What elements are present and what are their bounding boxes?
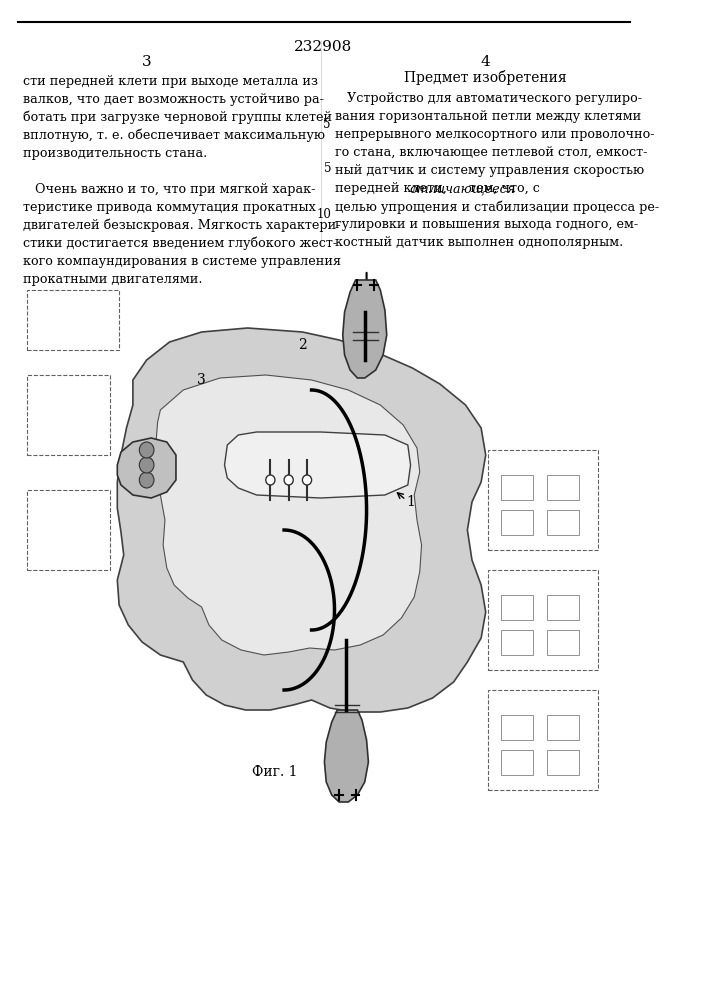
Text: теристике привода коммутация прокатных: теристике привода коммутация прокатных bbox=[23, 201, 316, 214]
Bar bbox=[28, 290, 119, 350]
Bar bbox=[488, 690, 597, 790]
Text: отличающееся: отличающееся bbox=[409, 182, 515, 195]
Text: ботать при загрузке черновой группы клетей: ботать при загрузке черновой группы клет… bbox=[23, 111, 332, 124]
Text: ный датчик и систему управления скоростью: ный датчик и систему управления скорость… bbox=[334, 164, 643, 177]
Text: производительность стана.: производительность стана. bbox=[23, 147, 207, 160]
Text: 1: 1 bbox=[406, 495, 415, 509]
Bar bbox=[488, 570, 597, 670]
Bar bbox=[501, 475, 533, 500]
Text: Очень важно и то, что при мягкой харак-: Очень важно и то, что при мягкой харак- bbox=[23, 183, 315, 196]
Text: кого компаундирования в системе управления: кого компаундирования в системе управлен… bbox=[23, 255, 341, 268]
Text: прокатными двигателями.: прокатными двигателями. bbox=[23, 273, 202, 286]
Bar bbox=[28, 375, 110, 455]
Circle shape bbox=[139, 457, 154, 473]
Text: стики достигается введением глубокого жест-: стики достигается введением глубокого же… bbox=[23, 237, 337, 250]
Polygon shape bbox=[343, 280, 387, 378]
Text: 232908: 232908 bbox=[294, 40, 353, 54]
Bar bbox=[547, 750, 579, 775]
Text: валков, что дает возможность устойчиво ра-: валков, что дает возможность устойчиво р… bbox=[23, 93, 324, 106]
Text: Предмет изобретения: Предмет изобретения bbox=[404, 70, 567, 85]
Text: 3: 3 bbox=[197, 373, 206, 387]
Text: двигателей безыскровая. Мягкость характери-: двигателей безыскровая. Мягкость характе… bbox=[23, 219, 340, 232]
Text: вплотную, т. е. обеспечивает максимальную: вплотную, т. е. обеспечивает максимальну… bbox=[23, 129, 325, 142]
Bar bbox=[547, 510, 579, 535]
Text: 4: 4 bbox=[481, 55, 491, 69]
Text: костный датчик выполнен однополярным.: костный датчик выполнен однополярным. bbox=[334, 236, 623, 249]
Bar bbox=[501, 715, 533, 740]
Circle shape bbox=[139, 442, 154, 458]
Bar bbox=[547, 475, 579, 500]
Text: 5: 5 bbox=[323, 118, 331, 131]
Circle shape bbox=[266, 475, 275, 485]
Bar bbox=[501, 630, 533, 655]
Bar bbox=[28, 490, 110, 570]
Text: Фиг. 1: Фиг. 1 bbox=[252, 765, 298, 779]
Polygon shape bbox=[117, 328, 486, 712]
Text: вания горизонтальной петли между клетями: вания горизонтальной петли между клетями bbox=[334, 110, 641, 123]
Text: непрерывного мелкосортного или проволочно-: непрерывного мелкосортного или проволочн… bbox=[334, 128, 654, 141]
Text: 2: 2 bbox=[298, 338, 307, 352]
Bar bbox=[547, 595, 579, 620]
Bar bbox=[501, 750, 533, 775]
Polygon shape bbox=[156, 375, 421, 655]
Bar bbox=[501, 510, 533, 535]
Bar bbox=[547, 715, 579, 740]
Bar bbox=[488, 450, 597, 550]
Circle shape bbox=[139, 472, 154, 488]
Circle shape bbox=[303, 475, 312, 485]
Text: 10: 10 bbox=[317, 209, 332, 222]
Text: 3: 3 bbox=[142, 55, 151, 69]
Text: тем, что, с: тем, что, с bbox=[465, 182, 540, 195]
Circle shape bbox=[284, 475, 293, 485]
Text: целью упрощения и стабилизации процесса ре-: целью упрощения и стабилизации процесса … bbox=[334, 200, 659, 214]
Bar bbox=[547, 630, 579, 655]
Polygon shape bbox=[117, 438, 176, 498]
Text: Устройство для автоматического регулиро-: Устройство для автоматического регулиро- bbox=[334, 92, 641, 105]
Polygon shape bbox=[325, 710, 368, 802]
Text: сти передней клети при выходе металла из: сти передней клети при выходе металла из bbox=[23, 75, 318, 88]
Text: 5: 5 bbox=[325, 162, 332, 175]
Text: гулировки и повышения выхода годного, ем-: гулировки и повышения выхода годного, ем… bbox=[334, 218, 638, 231]
Text: го стана, включающее петлевой стол, емкост-: го стана, включающее петлевой стол, емко… bbox=[334, 146, 647, 159]
Text: передней клети,: передней клети, bbox=[334, 182, 450, 195]
Bar bbox=[501, 595, 533, 620]
Polygon shape bbox=[225, 432, 411, 498]
